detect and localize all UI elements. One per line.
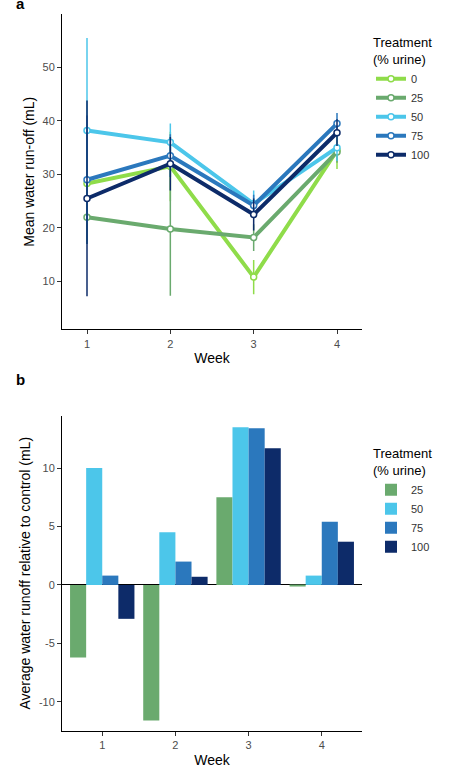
- svg-text:3: 3: [246, 739, 252, 751]
- svg-text:40: 40: [43, 115, 55, 127]
- svg-text:0: 0: [49, 579, 55, 591]
- svg-text:2: 2: [172, 739, 178, 751]
- svg-text:25: 25: [411, 484, 423, 496]
- svg-text:75: 75: [411, 522, 423, 534]
- svg-text:75: 75: [411, 130, 423, 142]
- svg-text:50: 50: [411, 111, 423, 123]
- svg-text:Mean water run-off (mL): Mean water run-off (mL): [21, 97, 37, 247]
- svg-text:10: 10: [43, 462, 55, 474]
- svg-text:50: 50: [43, 61, 55, 73]
- svg-text:100: 100: [411, 149, 429, 161]
- svg-text:b: b: [16, 371, 25, 388]
- svg-text:10: 10: [43, 275, 55, 287]
- svg-text:30: 30: [43, 168, 55, 180]
- svg-text:-5: -5: [45, 637, 55, 649]
- svg-text:100: 100: [411, 541, 429, 553]
- svg-text:3: 3: [251, 338, 257, 350]
- svg-text:20: 20: [43, 222, 55, 234]
- svg-text:Treatment(% urine): Treatment(% urine): [373, 446, 432, 478]
- svg-text:Week: Week: [194, 752, 231, 768]
- svg-text:a: a: [16, 0, 25, 12]
- svg-text:4: 4: [319, 739, 325, 751]
- svg-text:-10: -10: [39, 696, 55, 708]
- svg-text:5: 5: [49, 520, 55, 532]
- svg-text:Treatment(% urine): Treatment(% urine): [373, 35, 432, 67]
- svg-text:1: 1: [99, 739, 105, 751]
- svg-text:Week: Week: [194, 350, 231, 366]
- svg-text:25: 25: [411, 92, 423, 104]
- svg-text:Average water runoff relative: Average water runoff relative to control…: [17, 437, 33, 710]
- svg-text:0: 0: [411, 73, 417, 85]
- svg-text:50: 50: [411, 503, 423, 515]
- svg-text:2: 2: [167, 338, 173, 350]
- svg-text:1: 1: [84, 338, 90, 350]
- svg-text:4: 4: [334, 338, 340, 350]
